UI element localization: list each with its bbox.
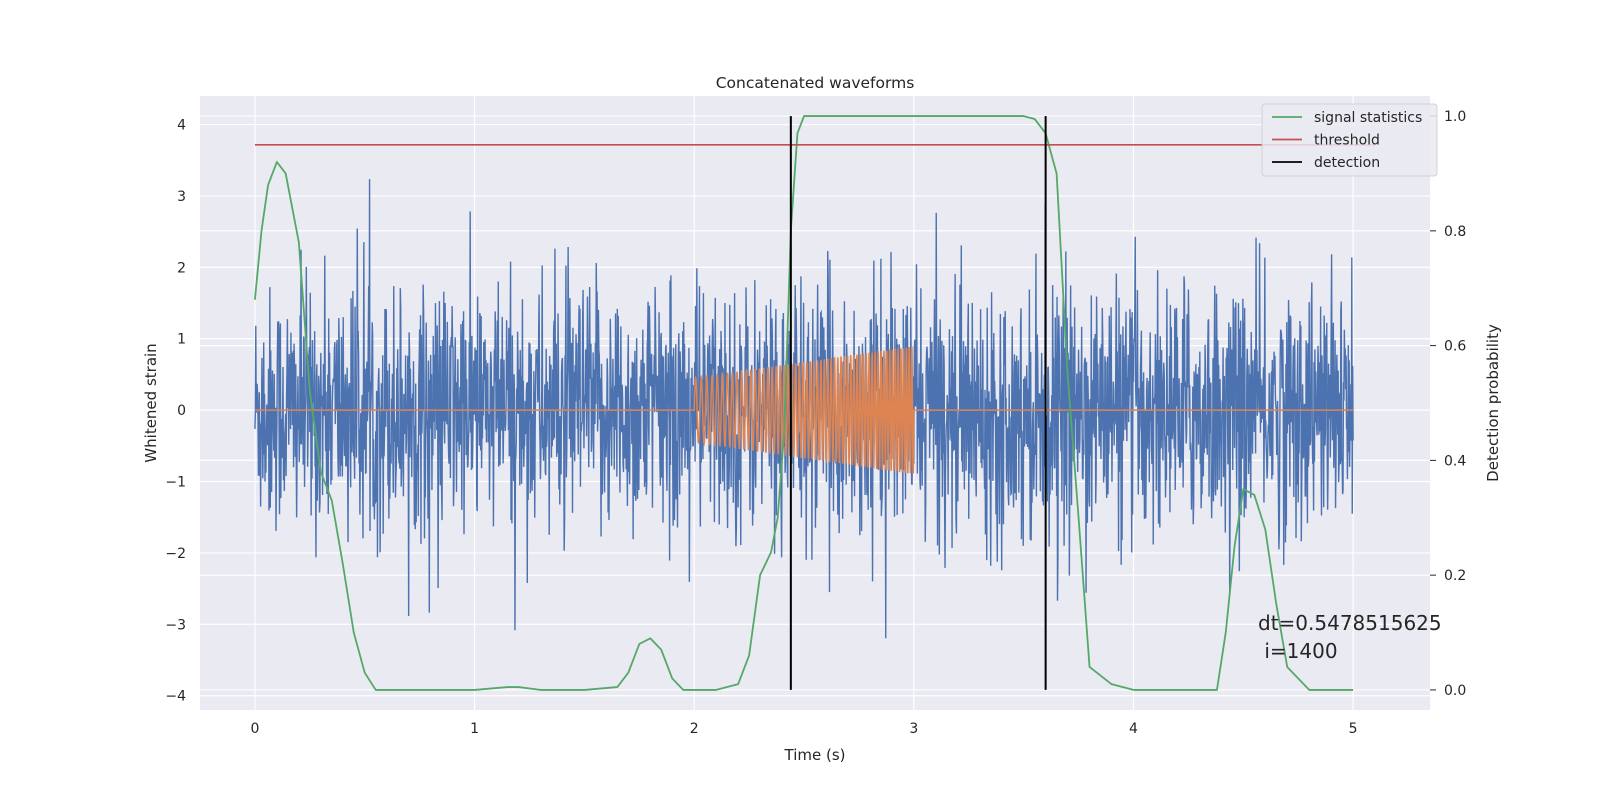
- legend-label: detection: [1314, 155, 1380, 171]
- x-axis-label: Time (s): [784, 746, 846, 764]
- y2-tick-label: 0.8: [1444, 224, 1466, 240]
- x-tick-label: 4: [1129, 721, 1138, 737]
- x-tick-label: 0: [250, 721, 259, 737]
- legend-label: threshold: [1314, 133, 1380, 149]
- y-tick-label: −1: [165, 475, 186, 491]
- y-tick-label: 3: [177, 189, 186, 205]
- legend-box: [1261, 103, 1438, 177]
- legend-label: signal statistics: [1314, 110, 1422, 126]
- injected-waveform-line: [254, 346, 1354, 474]
- y-tick-label: −2: [165, 546, 186, 562]
- noise-series-line: [254, 179, 1354, 639]
- y2-tick-label: 0.4: [1444, 453, 1466, 469]
- x-tick-label: 3: [909, 721, 918, 737]
- legend: signal statistics threshold detection: [1261, 103, 1438, 177]
- y2-axis-label: Detection probability: [1484, 324, 1502, 482]
- annotation-dt: dt=0.5478515625: [1258, 611, 1442, 635]
- tick-labels: 0 1 2 3 4 5 −4 −3 −2 −1 0 1 2 3 4 0.0 0.2 0.4 0.6 0.8 1.0: [165, 109, 1466, 737]
- annotation-i: i=1400: [1258, 639, 1338, 663]
- signal-statistics-line: [254, 115, 1354, 691]
- chart-title: Concatenated waveforms: [716, 74, 915, 92]
- y-tick-label: 4: [177, 118, 186, 134]
- y2-tick-label: 0.6: [1444, 339, 1466, 355]
- y2-tick-label: 0.2: [1444, 568, 1466, 584]
- y2-tick-label: 1.0: [1444, 109, 1466, 125]
- x-tick-label: 2: [690, 721, 699, 737]
- y-tick-label: 0: [177, 403, 186, 419]
- data-series: [254, 115, 1376, 691]
- y-tick-label: 1: [177, 332, 186, 348]
- x-tick-label: 5: [1349, 721, 1358, 737]
- x-tick-label: 1: [470, 721, 479, 737]
- y2-tick-label: 0.0: [1444, 683, 1466, 699]
- y-tick-label: −3: [165, 617, 186, 633]
- y-tick-label: 2: [177, 260, 186, 276]
- y-axis-label: Whitened strain: [142, 343, 160, 462]
- y-tick-label: −4: [165, 689, 186, 705]
